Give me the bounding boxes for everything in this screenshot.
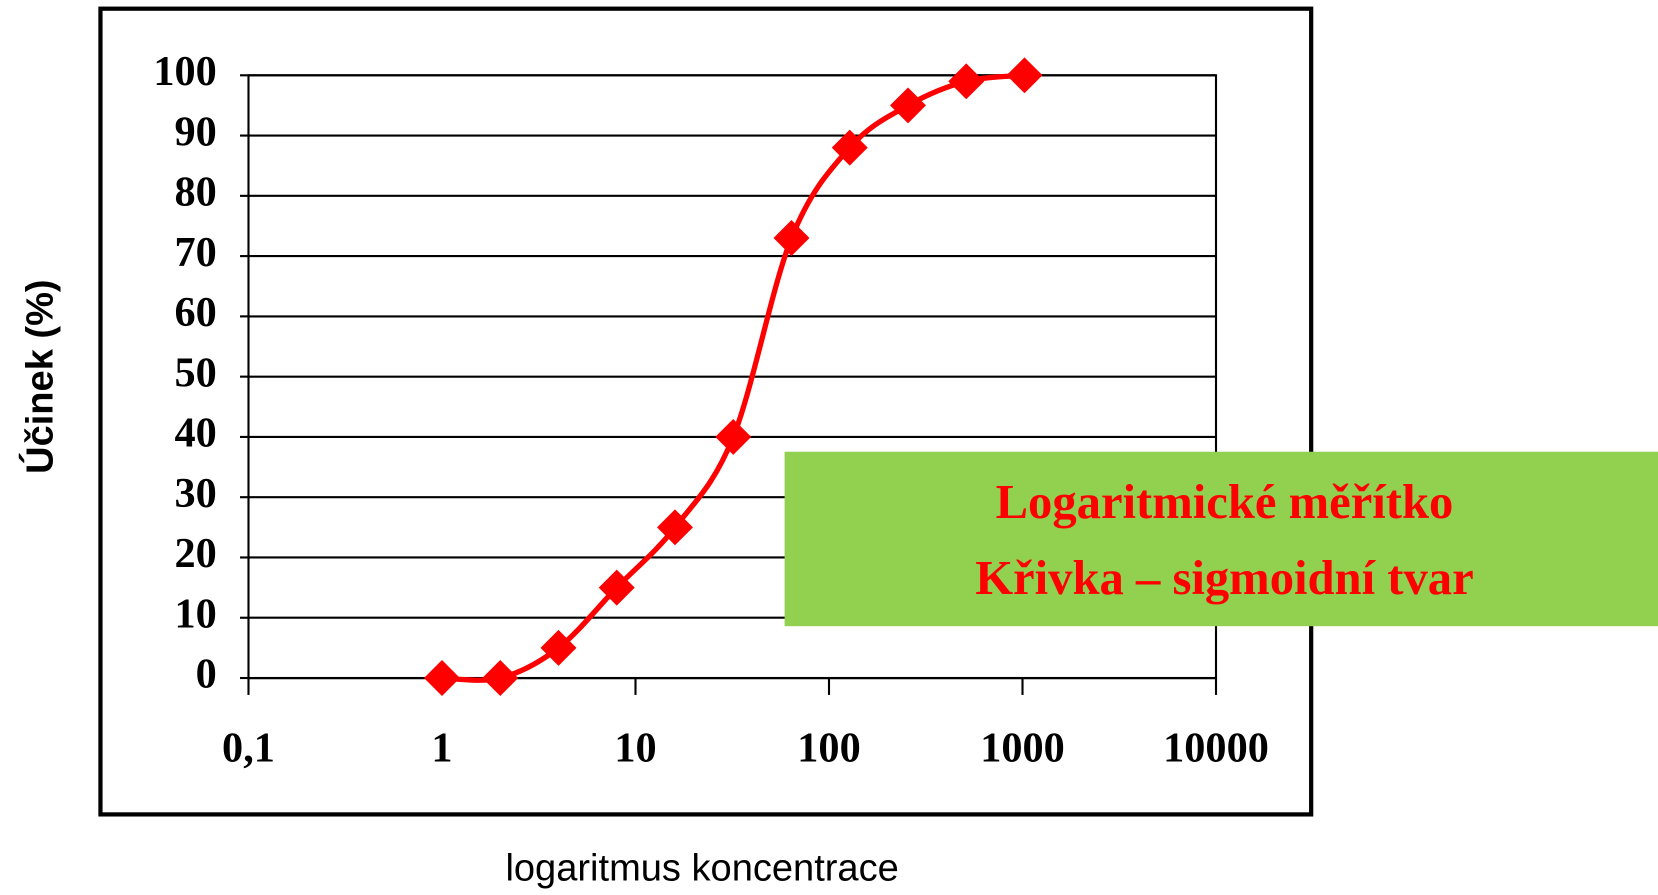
x-tick-label: 1 — [431, 725, 452, 772]
x-tick-label: 10 — [614, 725, 656, 772]
annotation-text: Logaritmické měřítko — [996, 475, 1454, 529]
y-tick-label: 40 — [174, 410, 216, 457]
data-point — [540, 629, 577, 666]
x-tick-label: 10000 — [1163, 725, 1269, 772]
y-tick-label: 80 — [174, 169, 216, 216]
annotation-text: Křivka – sigmoidní tvar — [975, 551, 1473, 605]
data-point — [1006, 57, 1043, 94]
x-axis-label: logaritmus koncentrace — [505, 848, 898, 890]
annotation-box — [784, 451, 1658, 627]
data-point — [831, 129, 868, 166]
y-tick-label: 60 — [174, 289, 216, 336]
data-point — [424, 660, 460, 696]
x-tick-label: 0,1 — [222, 725, 275, 772]
y-tick-label: 10 — [174, 590, 216, 637]
y-tick-label: 70 — [174, 229, 216, 276]
y-tick-label: 50 — [174, 349, 216, 396]
y-tick-label: 20 — [174, 530, 216, 577]
y-tick-label: 0 — [196, 651, 217, 698]
y-axis-label: Účinek (%) — [17, 279, 61, 474]
x-tick-label: 100 — [797, 725, 860, 772]
y-tick-label: 30 — [174, 470, 216, 517]
x-tick-label: 1000 — [980, 725, 1065, 772]
y-tick-label: 100 — [153, 48, 216, 95]
data-point — [482, 660, 519, 696]
y-tick-label: 90 — [174, 108, 216, 155]
